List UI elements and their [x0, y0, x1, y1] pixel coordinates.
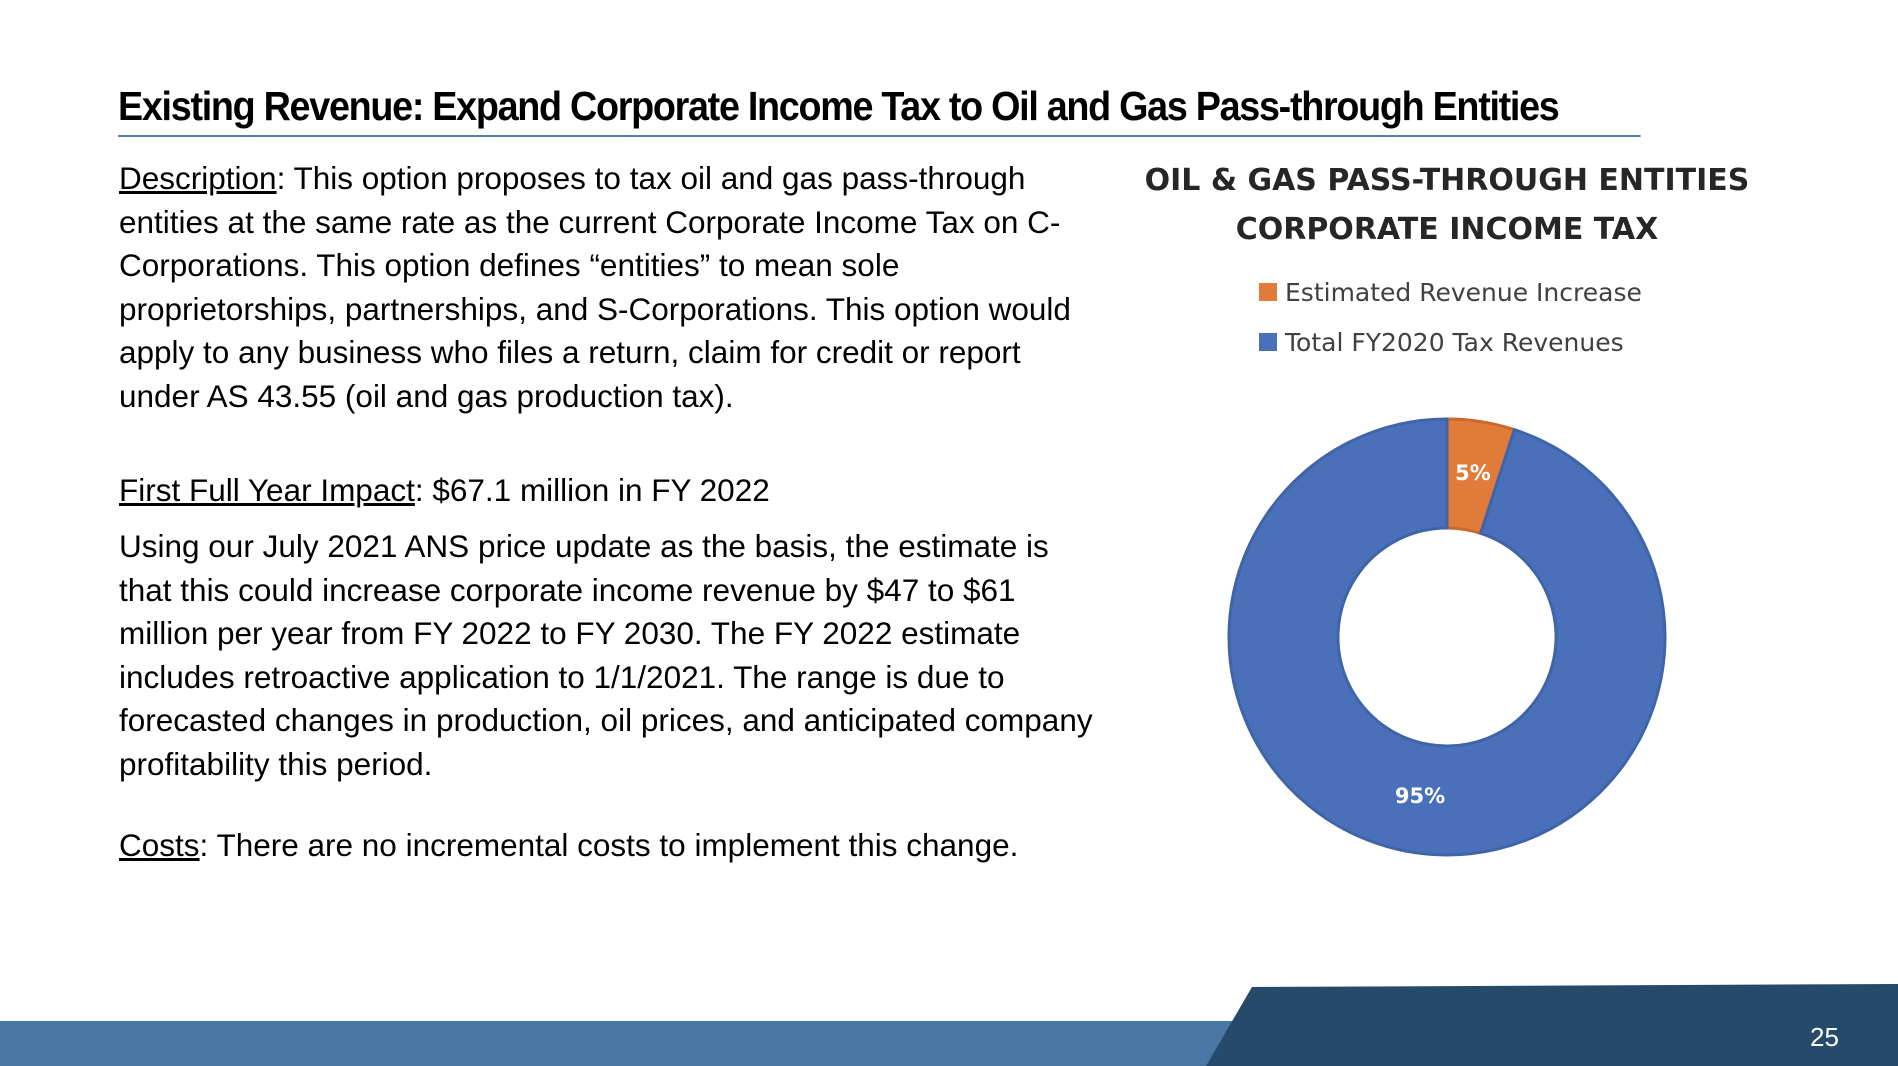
data-label-total: 95% [1395, 784, 1445, 808]
description-paragraph: Description: This option proposes to tax… [119, 157, 1099, 418]
legend-swatch-estimated [1259, 283, 1277, 301]
slide-title: Existing Revenue: Expand Corporate Incom… [118, 78, 1641, 137]
donut-chart: OIL & GAS PASS-THROUGH ENTITIES CORPORAT… [1145, 163, 1750, 857]
legend-swatch-total [1259, 333, 1277, 351]
impact-paragraph: First Full Year Impact: $67.1 million in… [119, 469, 1099, 513]
description-label: Description [119, 160, 277, 196]
estimate-paragraph: Using our July 2021 ANS price update as … [119, 528, 1093, 782]
donut-slices [1227, 417, 1667, 857]
data-label-estimated: 5% [1455, 461, 1491, 485]
costs-paragraph: Costs: There are no incremental costs to… [119, 824, 1099, 868]
description-text: : This option proposes to tax oil and ga… [119, 160, 1071, 414]
chart-title-line-2: CORPORATE INCOME TAX [1236, 212, 1659, 247]
legend-label-total: Total FY2020 Tax Revenues [1284, 328, 1624, 357]
chart-title-line-1: OIL & GAS PASS-THROUGH ENTITIES [1145, 163, 1750, 198]
costs-label: Costs [119, 827, 200, 863]
impact-text: : $67.1 million in FY 2022 [414, 472, 770, 508]
slice-total-fy2020-tax-revenues [1227, 417, 1667, 857]
impact-label: First Full Year Impact [119, 472, 415, 508]
legend-label-estimated: Estimated Revenue Increase [1285, 278, 1642, 307]
page-number: 25 [1810, 1022, 1839, 1052]
costs-text: : There are no incremental costs to impl… [199, 827, 1019, 863]
